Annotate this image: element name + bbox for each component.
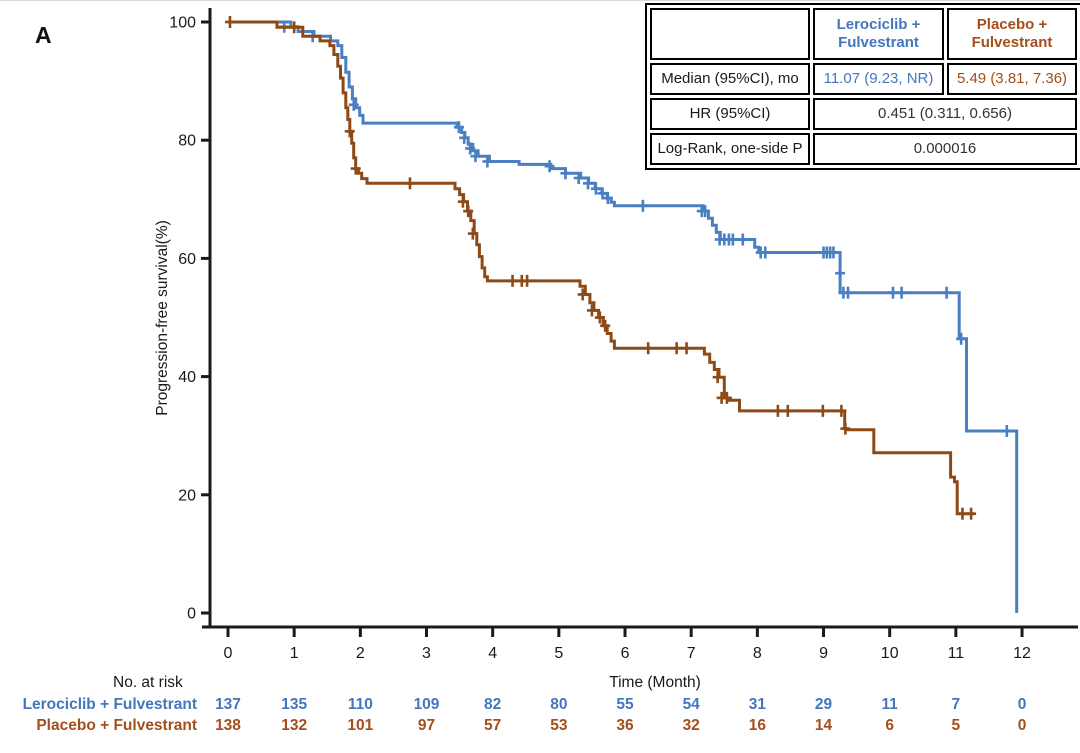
risk-count: 32 [682, 717, 700, 734]
x-tick-label: 2 [356, 645, 365, 662]
y-tick-label: 80 [178, 133, 196, 150]
risk-count: 55 [616, 696, 634, 713]
risk-count: 29 [814, 696, 833, 713]
risk-count: 16 [748, 717, 766, 734]
y-tick-label: 0 [187, 606, 196, 623]
median-value-lerociclib: 11.07 (9.23, NR) [813, 63, 944, 95]
risk-count: 57 [484, 717, 502, 734]
risk-count: 97 [417, 717, 436, 734]
x-tick-label: 4 [488, 645, 497, 662]
stats-row-label: HR (95%CI) [650, 98, 810, 130]
risk-count: 14 [814, 717, 833, 734]
logrank-p-value: 0.000016 [813, 133, 1077, 165]
stats-header-lerociclib: Lerociclib + Fulvestrant [813, 8, 944, 60]
risk-row-label-placebo: Placebo + Fulvestrant [36, 717, 197, 734]
x-tick-label: 0 [224, 645, 233, 662]
risk-count: 54 [682, 696, 700, 713]
x-tick-label: 8 [753, 645, 762, 662]
stats-header-empty-cell [650, 8, 810, 60]
risk-count: 82 [484, 696, 502, 713]
risk-count: 137 [215, 696, 241, 713]
no-at-risk-label: No. at risk [113, 674, 183, 691]
x-tick-label: 7 [687, 645, 696, 662]
risk-count: 0 [1017, 696, 1027, 713]
stats-row-median: Median (95%CI), mo 11.07 (9.23, NR) 5.49… [650, 63, 1077, 95]
risk-count: 109 [413, 696, 440, 713]
risk-count: 6 [885, 717, 894, 734]
stats-table: Lerociclib + Fulvestrant Placebo + Fulve… [645, 3, 1080, 170]
y-tick-label: 60 [178, 251, 196, 268]
risk-count: 132 [281, 717, 308, 734]
x-tick-label: 10 [881, 645, 899, 662]
risk-count: 36 [616, 717, 634, 734]
median-value-placebo: 5.49 (3.81, 7.36) [947, 63, 1077, 95]
y-axis-label: Progression-free survival(%) [154, 220, 171, 416]
risk-count: 53 [550, 717, 568, 734]
risk-count: 110 [347, 696, 373, 713]
x-tick-label: 1 [290, 645, 299, 662]
x-tick-label: 9 [819, 645, 828, 662]
top-hairline [0, 0, 1080, 1]
stats-row-logrank: Log-Rank, one-side P 0.000016 [650, 133, 1077, 165]
risk-count: 80 [550, 696, 568, 713]
stats-row-hr: HR (95%CI) 0.451 (0.311, 0.656) [650, 98, 1077, 130]
x-tick-label: 5 [554, 645, 563, 662]
x-tick-label: 3 [422, 645, 431, 662]
x-axis-label: Time (Month) [609, 674, 701, 691]
risk-count: 101 [347, 717, 374, 734]
panel-label: A [35, 22, 52, 48]
risk-row-label-lerociclib: Lerociclib + Fulvestrant [22, 696, 197, 713]
x-tick-label: 12 [1013, 645, 1031, 662]
y-tick-label: 20 [178, 487, 196, 504]
stats-header-row: Lerociclib + Fulvestrant Placebo + Fulve… [650, 8, 1077, 60]
y-tick-label: 40 [178, 369, 196, 386]
stats-row-label: Median (95%CI), mo [650, 63, 810, 95]
risk-count: 31 [748, 696, 766, 713]
y-tick-label: 100 [169, 15, 196, 32]
risk-count: 7 [951, 696, 961, 713]
stats-row-label: Log-Rank, one-side P [650, 133, 810, 165]
risk-count: 11 [881, 696, 898, 713]
risk-count: 5 [951, 717, 961, 734]
risk-count: 138 [215, 717, 241, 734]
risk-count: 135 [281, 696, 308, 713]
risk-count: 0 [1017, 717, 1027, 734]
x-tick-label: 6 [621, 645, 630, 662]
km-curve-lerociclib [228, 20, 1019, 613]
hr-value: 0.451 (0.311, 0.656) [813, 98, 1077, 130]
stats-header-placebo: Placebo + Fulvestrant [947, 8, 1077, 60]
x-tick-label: 11 [948, 645, 965, 662]
